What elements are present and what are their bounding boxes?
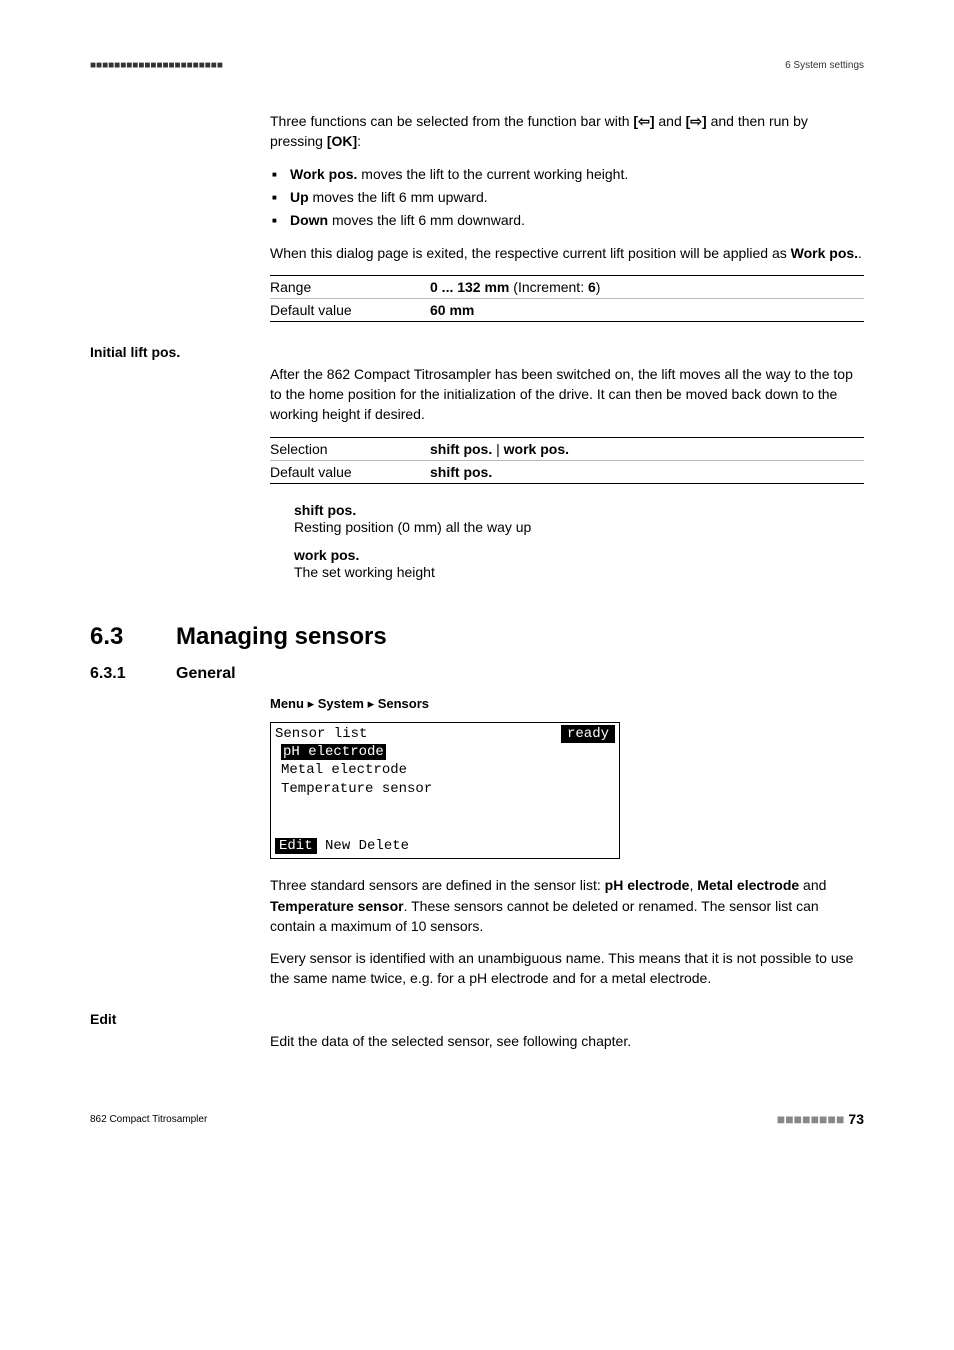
default-bold: shift pos. xyxy=(430,464,492,480)
intro-paragraph: Three functions can be selected from the… xyxy=(270,111,864,152)
initial-lift-heading: Initial lift pos. xyxy=(90,344,864,360)
key-right: [⇨] xyxy=(686,113,707,129)
lcd-selected-text: pH electrode xyxy=(281,744,386,760)
initial-lift-para: After the 862 Compact Titrosampler has b… xyxy=(270,364,864,425)
lcd-status: ready xyxy=(561,725,615,743)
range-table: Range 0 ... 132 mm (Increment: 6) Defaul… xyxy=(270,275,864,322)
def-desc: Resting position (0 mm) all the way up xyxy=(294,518,864,538)
table-row: Default value shift pos. xyxy=(270,461,864,483)
range-value: 0 ... 132 mm (Increment: 6) xyxy=(430,279,864,295)
function-bullets: Work pos. moves the lift to the current … xyxy=(270,164,864,231)
page-number: 73 xyxy=(848,1111,864,1127)
sp1-pre: Three standard sensors are defined in th… xyxy=(270,877,605,893)
range-inc: 6 xyxy=(588,279,596,295)
sp1-m2: and xyxy=(799,877,826,893)
range-bold: 0 ... 132 mm xyxy=(430,279,509,295)
sel-a: shift pos. xyxy=(430,441,492,457)
bullet-term: Work pos. xyxy=(290,166,357,182)
bullet-down: Down moves the lift 6 mm downward. xyxy=(290,210,864,231)
menu-sensors: Sensors xyxy=(378,696,429,711)
sensors-para1: Three standard sensors are defined in th… xyxy=(270,875,864,936)
lcd-row: Metal electrode xyxy=(281,761,615,779)
intro-colon: : xyxy=(357,133,361,149)
bullet-rest: moves the lift 6 mm downward. xyxy=(328,212,525,228)
default-bold: 60 mm xyxy=(430,302,474,318)
default-value: 60 mm xyxy=(430,302,864,318)
def-shift-pos: shift pos. Resting position (0 mm) all t… xyxy=(294,502,864,538)
bullet-work-pos: Work pos. moves the lift to the current … xyxy=(290,164,864,185)
lcd-titlebar: Sensor list ready xyxy=(271,723,619,743)
menu-path: Menu ▸ System ▸ Sensors xyxy=(270,696,864,712)
exit-post: . xyxy=(858,245,862,261)
section-title: Managing sensors xyxy=(176,623,387,651)
bullet-rest: moves the lift 6 mm upward. xyxy=(309,189,488,205)
lcd-row-empty xyxy=(281,798,615,816)
default-value: shift pos. xyxy=(430,464,864,480)
sp1-b1: pH electrode xyxy=(605,877,690,893)
lcd-foot-rest: New Delete xyxy=(317,838,409,854)
exit-bold: Work pos. xyxy=(791,245,858,261)
default-label: Default value xyxy=(270,302,430,318)
table-row: Default value 60 mm xyxy=(270,299,864,321)
lcd-footer: Edit New Delete xyxy=(271,836,619,858)
page-footer: 862 Compact Titrosampler ■■■■■■■■73 xyxy=(90,1111,864,1127)
selection-value: shift pos. | work pos. xyxy=(430,441,864,457)
key-ok: [OK] xyxy=(327,133,357,149)
menu-sep: ▸ xyxy=(364,696,378,711)
range-rest-post: ) xyxy=(596,279,601,295)
key-left: [⇦] xyxy=(633,113,654,129)
lcd-foot-selected: Edit xyxy=(275,838,317,854)
range-label: Range xyxy=(270,279,430,295)
header-left-marks: ■■■■■■■■■■■■■■■■■■■■■■ xyxy=(90,60,223,71)
menu-label: Menu xyxy=(270,696,304,711)
menu-sep: ▸ xyxy=(304,696,318,711)
bullet-term: Down xyxy=(290,212,328,228)
def-term: shift pos. xyxy=(294,502,864,518)
def-term: work pos. xyxy=(294,547,864,563)
section-heading: 6.3 Managing sensors xyxy=(90,623,864,651)
lcd-title: Sensor list xyxy=(275,725,367,743)
bullet-rest: moves the lift to the current working he… xyxy=(357,166,628,182)
exit-pre: When this dialog page is exited, the res… xyxy=(270,245,791,261)
header-right: 6 System settings xyxy=(785,60,864,71)
subsection-heading: 6.3.1 General xyxy=(90,665,864,683)
range-rest-pre: (Increment: xyxy=(509,279,588,295)
edit-desc: Edit the data of the selected sensor, se… xyxy=(270,1031,864,1051)
footer-dots: ■■■■■■■■ xyxy=(777,1111,845,1127)
selection-table: Selection shift pos. | work pos. Default… xyxy=(270,437,864,484)
subsection-number: 6.3.1 xyxy=(90,665,176,683)
lcd-screenshot: Sensor list ready pH electrode Metal ele… xyxy=(270,722,620,859)
sel-b: work pos. xyxy=(504,441,569,457)
exit-note: When this dialog page is exited, the res… xyxy=(270,243,864,263)
lcd-body: pH electrode Metal electrode Temperature… xyxy=(271,743,619,836)
footer-left: 862 Compact Titrosampler xyxy=(90,1114,207,1125)
sp1-b3: Temperature sensor xyxy=(270,898,404,914)
subsection-title: General xyxy=(176,665,236,683)
def-work-pos: work pos. The set working height xyxy=(294,547,864,583)
sel-sep: | xyxy=(492,441,503,457)
intro-mid: and xyxy=(654,113,685,129)
section-number: 6.3 xyxy=(90,623,176,651)
footer-right: ■■■■■■■■73 xyxy=(777,1111,864,1127)
selection-label: Selection xyxy=(270,441,430,457)
table-row: Selection shift pos. | work pos. xyxy=(270,438,864,461)
edit-heading: Edit xyxy=(90,1011,864,1027)
page-header: ■■■■■■■■■■■■■■■■■■■■■■ 6 System settings xyxy=(90,60,864,71)
intro-text: Three functions can be selected from the… xyxy=(270,113,633,129)
sp1-b2: Metal electrode xyxy=(697,877,799,893)
default-label: Default value xyxy=(270,464,430,480)
bullet-up: Up moves the lift 6 mm upward. xyxy=(290,187,864,208)
def-desc: The set working height xyxy=(294,563,864,583)
lcd-row-empty xyxy=(281,816,615,834)
table-row: Range 0 ... 132 mm (Increment: 6) xyxy=(270,276,864,299)
lcd-row: Temperature sensor xyxy=(281,780,615,798)
bullet-term: Up xyxy=(290,189,309,205)
sensors-para2: Every sensor is identified with an unamb… xyxy=(270,948,864,989)
menu-system: System xyxy=(318,696,364,711)
lcd-row-selected: pH electrode xyxy=(281,743,615,761)
